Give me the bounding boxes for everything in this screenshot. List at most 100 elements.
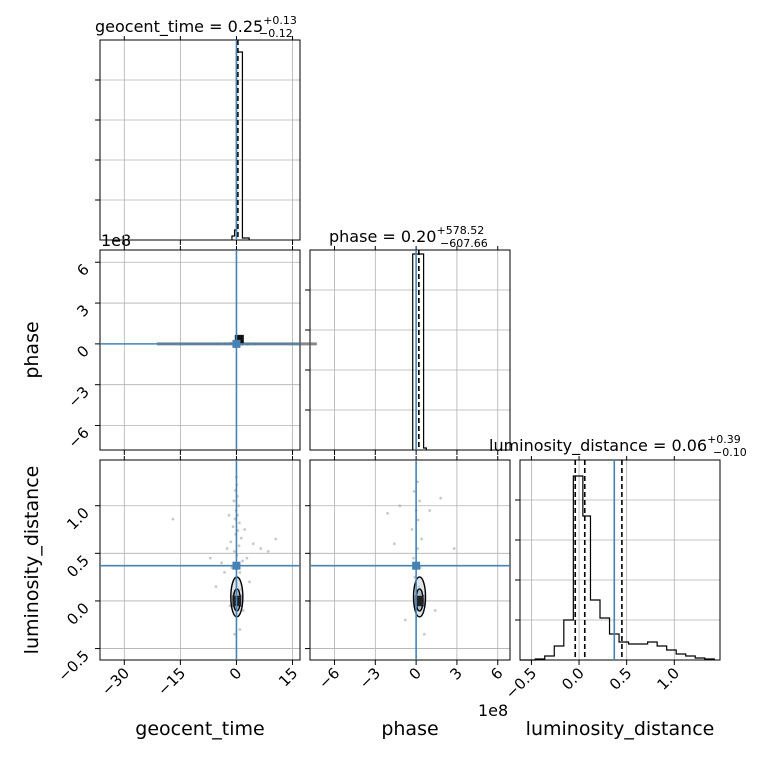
panel-frame (99, 39, 301, 241)
scatter-point-luminosity-distance-vs-geocent-time (229, 540, 233, 544)
x-tick-label-phase: 0 (405, 664, 424, 683)
x-tick-label-luminosity_distance: 1.0 (654, 664, 684, 694)
scatter-point-luminosity-distance-vs-geocent-time (208, 556, 212, 560)
panel-luminosity_distance-vs-geocent_time (95, 456, 301, 665)
scatter-point-luminosity-distance-vs-geocent-time (241, 559, 244, 563)
panel-geocent_time-vs-geocent_time (95, 36, 301, 245)
title-phase-plus: +578.52 (436, 224, 484, 237)
scatter-point-luminosity-distance-vs-geocent-time (237, 544, 241, 548)
title-phase-value: 0.20 (401, 227, 437, 246)
scatter-point-luminosity-distance-vs-phase (386, 511, 389, 515)
x-tick-label-geocent_time: 0 (226, 664, 245, 683)
panel-phase-vs-geocent_time (95, 246, 301, 455)
scatter-point-luminosity-distance-vs-geocent-time (214, 585, 218, 589)
y-tick-label-luminosity_distance: 0.5 (63, 551, 93, 581)
y-tick-label-phase: −3 (64, 383, 92, 411)
histogram-luminosity_distance (520, 475, 715, 661)
panel-frame (309, 249, 511, 451)
title-phase-prefix: phase = (329, 227, 401, 246)
title-geocent-time-minus: −0.12 (259, 27, 293, 40)
scatter-point-luminosity-distance-vs-geocent-time (274, 537, 278, 541)
scatter-point-luminosity-distance-vs-geocent-time (251, 542, 255, 546)
scatter-point-luminosity-distance-vs-geocent-time (239, 536, 243, 540)
panel-luminosity_distance-vs-phase (305, 456, 511, 665)
scatter-point-luminosity-distance-vs-phase (412, 556, 415, 560)
y-tick-label-phase: 0 (73, 342, 92, 361)
scatter-point-luminosity-distance-vs-geocent-time (220, 561, 223, 565)
x-tick-label-luminosity_distance: 0.5 (606, 664, 636, 694)
x-tick-label-geocent_time: 15 (275, 664, 301, 690)
y-tick-label-phase: 3 (73, 301, 92, 320)
scatter-point-luminosity-distance-vs-phase (403, 618, 407, 622)
x-tick-label-phase: 6 (487, 664, 506, 683)
scatter-point-luminosity-distance-vs-phase (416, 518, 420, 522)
scatter-point-luminosity-distance-vs-geocent-time (223, 570, 226, 574)
x-tick-label-phase: −3 (356, 664, 384, 692)
x-axis-label-luminosity-distance: luminosity_distance (526, 718, 715, 740)
scatter-point-luminosity-distance-vs-phase (410, 528, 414, 531)
y-tick-label-luminosity_distance: 1.0 (63, 504, 93, 534)
scatter-point-luminosity-distance-vs-geocent-time (266, 550, 270, 553)
title-luminosity-distance-minus: −0.10 (713, 446, 747, 459)
scatter-point-luminosity-distance-vs-phase (392, 542, 396, 546)
luminosity-distance-vs-phase-density-peak (415, 595, 424, 606)
x-tick-label-geocent_time: −15 (154, 664, 189, 699)
scatter-point-luminosity-distance-vs-geocent-time (171, 517, 175, 521)
scatter-point-luminosity-distance-vs-phase (452, 547, 456, 550)
panel-frame (519, 459, 721, 661)
scatter-point-luminosity-distance-vs-geocent-time (241, 609, 245, 612)
title-luminosity-distance: luminosity_distance = 0.06+0.39 (489, 433, 741, 456)
title-luminosity-distance-plus: +0.39 (707, 433, 741, 446)
y-tick-label-phase: 6 (73, 260, 92, 279)
panel-phase-vs-phase (305, 246, 511, 455)
x-axis-label-phase: phase (381, 718, 438, 740)
scatter-point-luminosity-distance-vs-geocent-time (238, 628, 242, 631)
title-geocent-time-value: 0.25 (228, 17, 264, 36)
scatter-point-luminosity-distance-vs-phase (433, 609, 437, 612)
y-tick-label-phase: −6 (64, 424, 92, 452)
truth-marker (232, 561, 241, 570)
scatter-point-luminosity-distance-vs-geocent-time (248, 580, 251, 584)
panel-luminosity_distance-vs-luminosity_distance (515, 456, 721, 665)
scatter-point-luminosity-distance-vs-geocent-time (232, 550, 236, 553)
panel-frame (99, 459, 301, 661)
scatter-point-luminosity-distance-vs-geocent-time (231, 525, 235, 529)
title-luminosity-distance-prefix: luminosity_distance = (489, 436, 671, 456)
scatter-point-luminosity-distance-vs-geocent-time (237, 504, 241, 508)
y-axis-label-luminosity-distance: luminosity_distance (21, 466, 43, 655)
scatter-point-luminosity-distance-vs-geocent-time (233, 632, 236, 636)
x-tick-label-phase: 3 (446, 664, 465, 683)
x-tick-label-luminosity_distance: 0.0 (558, 664, 588, 694)
scatter-point-luminosity-distance-vs-geocent-time (238, 570, 242, 574)
title-phase-minus: −607.66 (440, 237, 488, 250)
scatter-point-luminosity-distance-vs-phase (428, 509, 432, 512)
scatter-point-luminosity-distance-vs-phase (439, 496, 443, 500)
scatter-point-luminosity-distance-vs-geocent-time (259, 547, 263, 550)
y-tick-label-luminosity_distance: −0.5 (54, 647, 92, 685)
title-luminosity-distance-value: 0.06 (671, 436, 707, 455)
scatter-point-luminosity-distance-vs-phase (420, 537, 423, 541)
title-geocent-time-plus: +0.13 (263, 14, 297, 27)
scatter-point-luminosity-distance-vs-phase (422, 632, 426, 636)
title-geocent-time: geocent_time = 0.25+0.13 (95, 14, 297, 37)
scatter-point-luminosity-distance-vs-phase (398, 504, 402, 508)
title-geocent-time-prefix: geocent_time = (95, 17, 228, 37)
scatter-point-luminosity-distance-vs-geocent-time (243, 528, 247, 531)
panel-frame (99, 249, 301, 451)
scatter-point-luminosity-distance-vs-geocent-time (227, 513, 231, 517)
x-axis-label-geocent-time: geocent_time (135, 718, 264, 740)
scatter-point-luminosity-distance-vs-geocent-time (225, 547, 229, 550)
truth-marker (412, 561, 421, 570)
scatter-point-luminosity-distance-vs-geocent-time (238, 521, 241, 525)
panel-frame (309, 459, 511, 661)
title-phase: phase = 0.20+578.52 (329, 224, 484, 246)
y-axis-label-phase: phase (21, 321, 43, 378)
histogram-phase (412, 253, 427, 450)
x-tick-label-phase: −6 (315, 664, 343, 692)
scatter-point-luminosity-distance-vs-phase (412, 490, 416, 493)
y-tick-label-luminosity_distance: 0.0 (63, 599, 93, 629)
phase-vs-geocent-time-density-core (234, 334, 244, 344)
phase-x-offset-text: 1e8 (478, 701, 508, 720)
truth-marker (232, 339, 241, 348)
